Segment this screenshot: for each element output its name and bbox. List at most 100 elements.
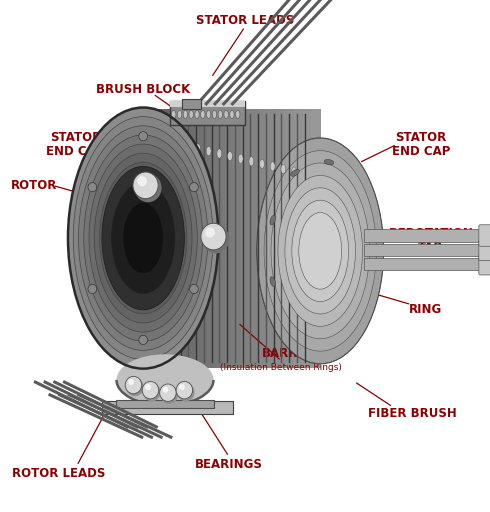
Ellipse shape: [68, 108, 219, 369]
Circle shape: [190, 183, 198, 192]
Ellipse shape: [271, 163, 369, 339]
Circle shape: [139, 132, 147, 141]
Bar: [205, 109, 215, 368]
Ellipse shape: [270, 215, 276, 225]
Ellipse shape: [189, 110, 194, 118]
Ellipse shape: [195, 110, 199, 118]
Ellipse shape: [257, 138, 383, 364]
Bar: [182, 99, 201, 109]
Circle shape: [163, 387, 169, 393]
Text: (Insulation Between Rings): (Insulation Between Rings): [220, 363, 342, 372]
Circle shape: [88, 284, 97, 293]
Circle shape: [205, 227, 215, 238]
FancyBboxPatch shape: [170, 101, 245, 125]
Bar: [188, 109, 197, 368]
Ellipse shape: [73, 117, 213, 359]
Circle shape: [176, 381, 193, 399]
FancyBboxPatch shape: [364, 258, 490, 270]
Circle shape: [142, 381, 159, 399]
Text: STATOR LEADS: STATOR LEADS: [196, 14, 294, 27]
Circle shape: [161, 386, 178, 404]
Bar: [294, 109, 303, 368]
Circle shape: [190, 284, 198, 293]
Ellipse shape: [99, 162, 187, 314]
Bar: [102, 401, 233, 414]
Ellipse shape: [123, 202, 164, 274]
Circle shape: [143, 383, 161, 401]
Circle shape: [202, 225, 229, 253]
Ellipse shape: [278, 176, 363, 326]
Ellipse shape: [217, 149, 222, 158]
Ellipse shape: [260, 159, 265, 168]
Ellipse shape: [257, 138, 383, 364]
Ellipse shape: [105, 172, 181, 305]
Ellipse shape: [264, 151, 376, 351]
Ellipse shape: [238, 154, 243, 163]
Circle shape: [137, 176, 147, 186]
Bar: [143, 109, 153, 368]
Text: ROTOR: ROTOR: [11, 179, 57, 192]
FancyBboxPatch shape: [170, 101, 245, 107]
Text: RING: RING: [409, 303, 442, 316]
Bar: [276, 109, 286, 368]
Ellipse shape: [78, 126, 208, 350]
Circle shape: [160, 384, 176, 401]
Ellipse shape: [84, 135, 202, 341]
Ellipse shape: [117, 354, 214, 406]
Text: BARRIER: BARRIER: [262, 347, 320, 360]
Circle shape: [177, 383, 195, 401]
Bar: [223, 109, 233, 368]
Ellipse shape: [230, 110, 234, 118]
Text: FIBER BRUSH: FIBER BRUSH: [368, 407, 457, 420]
Ellipse shape: [177, 110, 182, 118]
Bar: [258, 109, 268, 368]
Bar: [152, 109, 162, 368]
Polygon shape: [143, 109, 320, 368]
FancyBboxPatch shape: [479, 239, 490, 261]
Bar: [311, 109, 321, 368]
Circle shape: [126, 378, 144, 396]
Bar: [196, 109, 206, 368]
Ellipse shape: [206, 110, 211, 118]
Bar: [285, 109, 294, 368]
Circle shape: [133, 172, 158, 199]
Ellipse shape: [285, 188, 356, 314]
Text: BRUSH BLOCK: BRUSH BLOCK: [96, 83, 190, 96]
Circle shape: [201, 223, 226, 250]
Ellipse shape: [292, 167, 296, 176]
Ellipse shape: [185, 141, 190, 151]
Bar: [117, 400, 214, 408]
Circle shape: [139, 335, 147, 345]
Ellipse shape: [270, 162, 275, 171]
Ellipse shape: [164, 136, 169, 145]
FancyBboxPatch shape: [479, 225, 490, 246]
Ellipse shape: [224, 110, 228, 118]
Bar: [302, 109, 312, 368]
Ellipse shape: [291, 169, 299, 176]
Ellipse shape: [153, 134, 158, 143]
Text: DEROTATION
TAB: DEROTATION TAB: [389, 227, 473, 254]
FancyBboxPatch shape: [364, 229, 490, 242]
Ellipse shape: [236, 110, 240, 118]
Ellipse shape: [200, 110, 205, 118]
Bar: [161, 109, 171, 368]
Circle shape: [179, 384, 185, 390]
Circle shape: [128, 379, 134, 385]
Bar: [232, 109, 242, 368]
Bar: [241, 109, 250, 368]
Circle shape: [145, 384, 151, 390]
FancyBboxPatch shape: [479, 253, 490, 275]
Bar: [214, 109, 224, 368]
Ellipse shape: [183, 110, 188, 118]
Ellipse shape: [281, 164, 286, 174]
Bar: [267, 109, 277, 368]
Ellipse shape: [112, 183, 175, 293]
Ellipse shape: [174, 139, 179, 148]
Ellipse shape: [270, 277, 276, 287]
Ellipse shape: [212, 110, 217, 118]
Text: STATOR
END CAP: STATOR END CAP: [392, 131, 450, 158]
Ellipse shape: [196, 144, 200, 153]
Text: STATOR
END CAP: STATOR END CAP: [46, 131, 104, 158]
Ellipse shape: [102, 166, 184, 310]
Ellipse shape: [324, 159, 334, 165]
